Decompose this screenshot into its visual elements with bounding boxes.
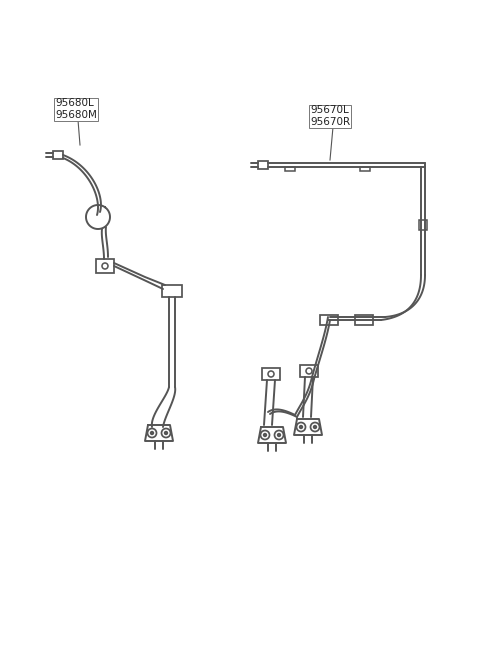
Bar [262,368,280,380]
Bar [285,167,295,171]
Text: 95670L
95670R: 95670L 95670R [310,105,350,127]
Circle shape [300,426,302,428]
Circle shape [165,432,168,434]
Circle shape [313,426,316,428]
Bar [320,315,338,325]
Bar [162,285,182,297]
Bar [96,259,114,273]
Circle shape [264,434,266,436]
Text: 95680L
95680M: 95680L 95680M [55,98,97,120]
Bar [355,315,373,325]
Circle shape [277,434,280,436]
Bar [300,365,318,377]
Bar [53,151,63,159]
Bar [419,220,427,230]
Bar [258,161,268,169]
Circle shape [151,432,154,434]
Bar [360,167,370,171]
